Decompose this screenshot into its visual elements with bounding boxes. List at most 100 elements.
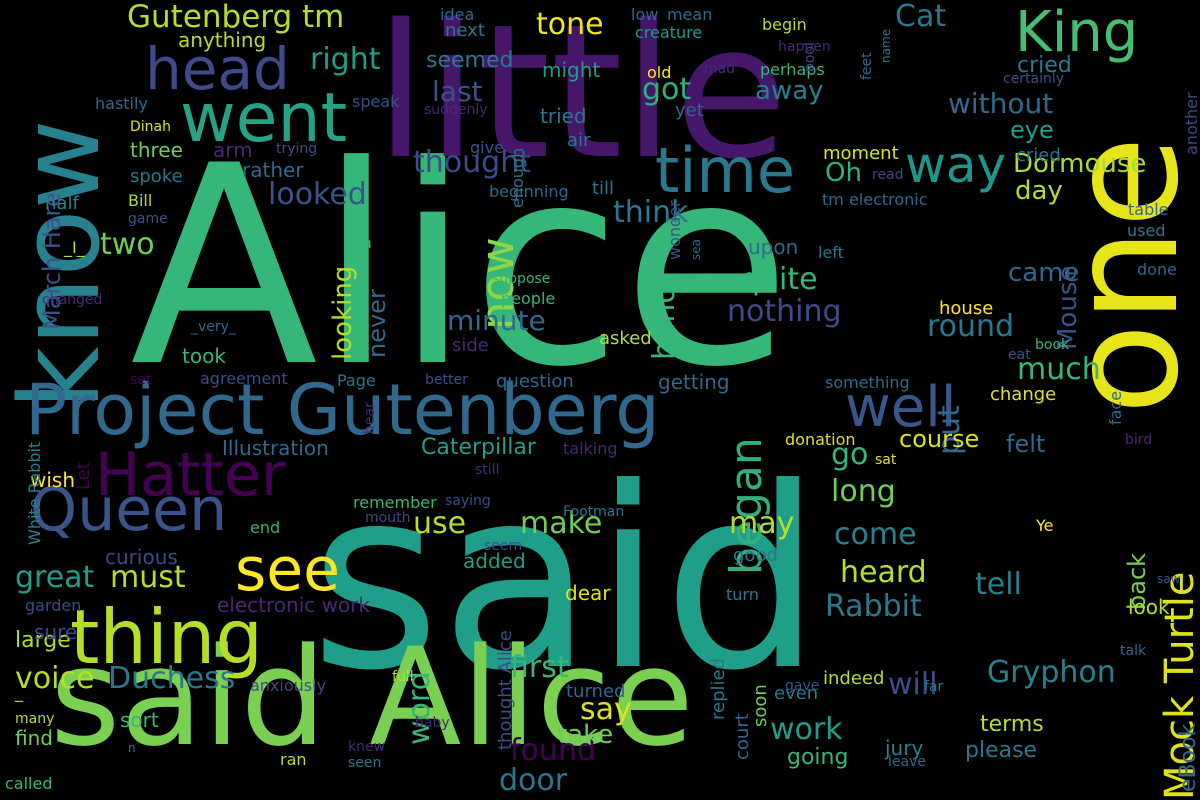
cloud-word: garden	[25, 596, 82, 615]
cloud-word: might	[542, 58, 601, 82]
cloud-word: Dinah	[130, 119, 171, 135]
cloud-word: table	[1128, 200, 1169, 219]
cloud-word: rather	[242, 158, 304, 182]
cloud-word: saw	[1157, 572, 1181, 586]
cloud-word: mean	[667, 5, 713, 24]
cloud-word: little	[375, 0, 789, 200]
cloud-word: another	[1182, 92, 1200, 155]
cloud-word: leave	[888, 754, 926, 770]
cloud-word: Page	[337, 371, 376, 390]
cloud-word: say	[580, 692, 632, 727]
cloud-word: talk	[1120, 643, 1147, 659]
cloud-word: people	[501, 289, 556, 308]
cloud-word: done	[1137, 260, 1177, 279]
cloud-word: feet	[859, 52, 875, 80]
cloud-word: will	[888, 667, 938, 702]
cloud-word: soon	[750, 684, 771, 727]
cloud-word: name	[879, 28, 893, 63]
cloud-word: course	[899, 425, 980, 453]
cloud-word: wonder	[665, 200, 684, 260]
cloud-word: old	[647, 63, 672, 82]
cloud-word: eBook	[1176, 723, 1200, 792]
cloud-word: anything	[178, 28, 267, 52]
cloud-word: till	[592, 178, 615, 199]
cloud-word: Project Gutenberg	[25, 369, 660, 451]
cloud-word: said Alice	[50, 619, 694, 776]
cloud-word: head	[145, 35, 290, 103]
cloud-word: far	[924, 679, 944, 695]
cloud-word: replied	[708, 657, 729, 720]
cloud-word: asked	[599, 328, 652, 349]
cloud-word: half	[45, 193, 79, 214]
cloud-word: last	[432, 75, 483, 108]
cloud-word: find	[15, 726, 53, 750]
cloud-word: Cat	[895, 0, 947, 34]
cloud-word: better	[425, 372, 468, 388]
cloud-word: good	[733, 545, 778, 566]
cloud-word: _	[15, 683, 23, 702]
cloud-word: Gutenberg tm	[127, 0, 345, 35]
cloud-word: said	[310, 434, 822, 725]
cloud-word: never	[363, 289, 391, 358]
cloud-word: next	[445, 20, 485, 41]
cloud-word: added	[463, 549, 526, 573]
cloud-word: sort	[120, 708, 159, 732]
cloud-word: seem	[484, 538, 523, 554]
cloud-word: spoke	[130, 166, 183, 187]
cloud-word: full	[392, 669, 414, 685]
cloud-word: Let	[73, 462, 94, 490]
cloud-word: getting	[658, 370, 730, 394]
cloud-word: day	[1015, 176, 1063, 206]
cloud-word: terms	[980, 712, 1044, 737]
cloud-word: make	[520, 506, 603, 541]
cloud-word: curious	[105, 545, 178, 569]
cloud-word: upon	[748, 235, 799, 259]
cloud-word: tm electronic	[822, 190, 928, 209]
cloud-word: Rabbit	[825, 589, 922, 624]
cloud-word: dear	[565, 581, 611, 605]
cloud-word: idea	[440, 5, 475, 24]
cloud-word: suppose	[492, 271, 551, 287]
cloud-word: much	[1017, 352, 1101, 387]
cloud-word: talking	[563, 439, 618, 458]
cloud-word: tell	[975, 567, 1022, 602]
cloud-word: King	[1015, 0, 1139, 65]
cloud-word: Footman	[563, 504, 625, 520]
cloud-word: low	[631, 5, 659, 24]
cloud-word: ran	[280, 750, 307, 769]
cloud-word: felt	[1006, 430, 1046, 458]
cloud-word: agreement	[200, 369, 288, 388]
cloud-word: remember	[353, 493, 437, 512]
cloud-word: see	[235, 535, 341, 605]
cloud-word: n	[128, 741, 136, 755]
cloud-word: yet	[675, 100, 704, 121]
cloud-word: sea	[689, 239, 703, 260]
cloud-word: Gryphon	[987, 655, 1116, 690]
cloud-word: something	[825, 373, 910, 392]
cloud-word: tried	[540, 104, 587, 128]
cloud-word: happen	[778, 39, 831, 55]
cloud-word: seen	[348, 755, 382, 771]
cloud-word: face	[1106, 390, 1125, 425]
cloud-word: nothing	[727, 294, 842, 329]
cloud-word: eye	[1010, 116, 1054, 144]
cloud-word: please	[965, 738, 1038, 763]
cloud-word: called	[5, 774, 53, 793]
cloud-word: tea	[346, 233, 372, 252]
cloud-word: beginning	[489, 182, 569, 201]
cloud-word: come	[834, 517, 917, 552]
cloud-word: voice	[15, 661, 95, 696]
cloud-word: baby	[415, 715, 450, 731]
cloud-word: hand	[647, 284, 682, 360]
cloud-word: two	[100, 227, 155, 262]
cloud-word: enough	[508, 147, 527, 208]
cloud-word: house	[939, 298, 994, 319]
cloud-word: turn	[726, 585, 759, 604]
cloud-word: must	[110, 560, 186, 595]
cloud-word: long	[831, 474, 896, 509]
cloud-word: Dormouse	[1013, 149, 1147, 179]
cloud-word: cried	[1017, 53, 1072, 78]
cloud-word: jury	[885, 736, 924, 760]
cloud-word: hastily	[95, 94, 148, 113]
cloud-word: creature	[635, 23, 703, 42]
